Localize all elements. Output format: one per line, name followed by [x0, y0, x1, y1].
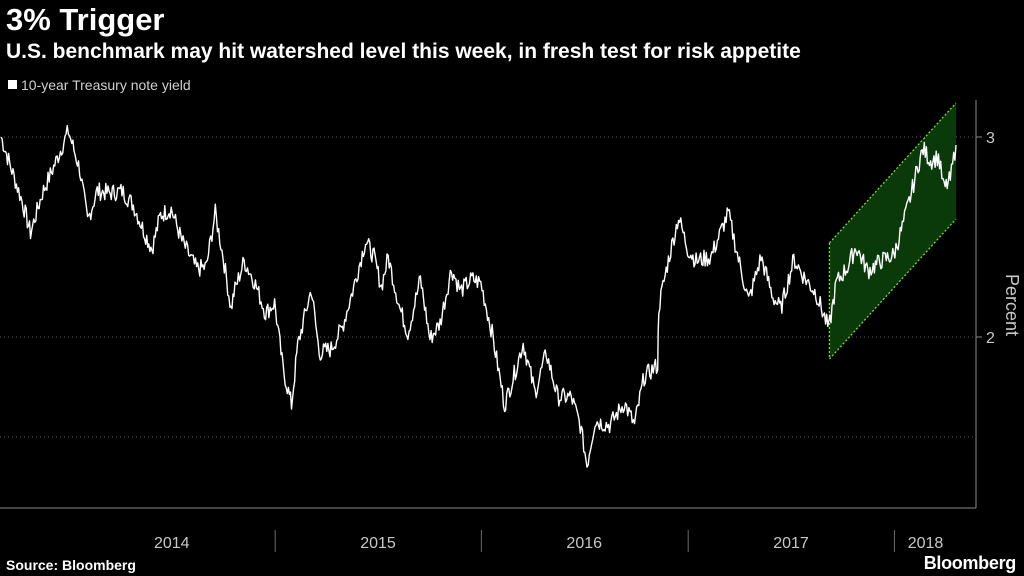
trend-channel: [829, 103, 956, 359]
yield-line: [0, 124, 957, 468]
legend-label: 10-year Treasury note yield: [21, 77, 191, 93]
source-note: Source: Bloomberg: [6, 557, 136, 573]
y-axis-label: Percent: [1002, 274, 1022, 336]
bloomberg-logo: Bloomberg: [923, 553, 1017, 573]
x-tick-label: 2014: [154, 535, 190, 552]
chart-subtitle: U.S. benchmark may hit watershed level t…: [6, 40, 801, 63]
legend: 10-year Treasury note yield: [8, 76, 191, 94]
chart-title: 3% Trigger: [6, 2, 165, 37]
legend-swatch: [8, 80, 17, 89]
x-tick-label: 2017: [773, 535, 809, 552]
x-tick-label: 2015: [360, 535, 396, 552]
x-tick-label: 2016: [566, 535, 602, 552]
channel-upper-border: [828, 102, 957, 244]
x-tick-label: 2018: [908, 535, 944, 552]
y-tick-label: 2: [986, 330, 995, 347]
y-tick-label: 3: [986, 130, 995, 147]
channel-lower-border: [828, 218, 957, 360]
